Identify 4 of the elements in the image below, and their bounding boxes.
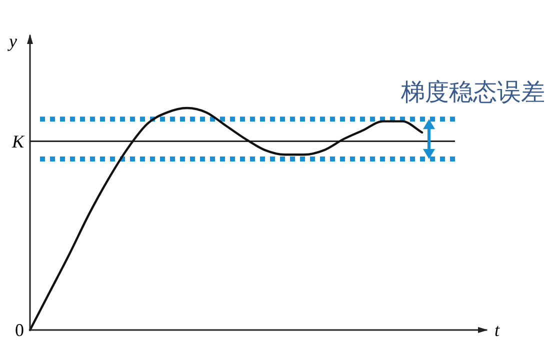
annotation: 梯度稳态误差 — [401, 79, 545, 106]
ylabel: y — [9, 31, 17, 51]
annotation: 0 — [15, 320, 24, 340]
xlabel: t — [494, 320, 500, 340]
